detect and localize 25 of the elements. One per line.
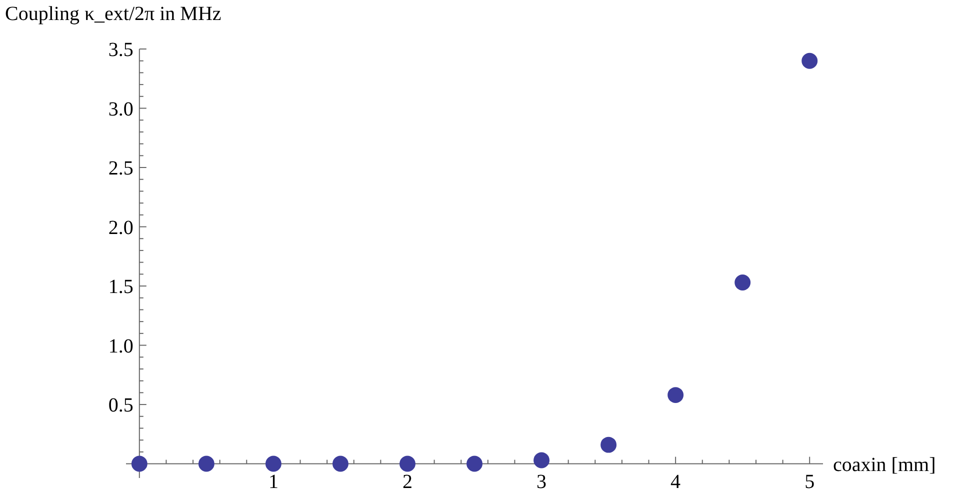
point xyxy=(600,436,617,453)
point xyxy=(802,52,818,69)
point xyxy=(265,456,282,472)
point xyxy=(332,456,348,472)
point xyxy=(734,274,751,290)
y-tick-label: 3.0 xyxy=(108,98,134,120)
point xyxy=(466,456,482,472)
point xyxy=(198,456,214,472)
y-tick-label: 1.0 xyxy=(108,335,134,358)
x-tick-label: 4 xyxy=(670,470,681,493)
y-tick-label: 3.5 xyxy=(108,39,134,61)
point xyxy=(131,456,148,472)
y-axis-title: Coupling κ_ext/2π in MHz xyxy=(5,3,222,25)
x-tick-label: 2 xyxy=(402,470,412,493)
y-tick-label: 2.5 xyxy=(108,158,134,180)
x-axis-title: coaxin [mm] xyxy=(833,454,936,476)
x-tick-label: 1 xyxy=(268,470,278,493)
x-tick-label: 5 xyxy=(804,470,815,493)
y-tick-label: 1.5 xyxy=(108,276,134,298)
y-tick-label: 0.5 xyxy=(108,394,134,417)
point xyxy=(534,452,550,468)
x-tick-label: 3 xyxy=(536,470,547,493)
point xyxy=(668,387,684,404)
point xyxy=(400,456,416,472)
y-tick-label: 2.0 xyxy=(108,216,134,239)
